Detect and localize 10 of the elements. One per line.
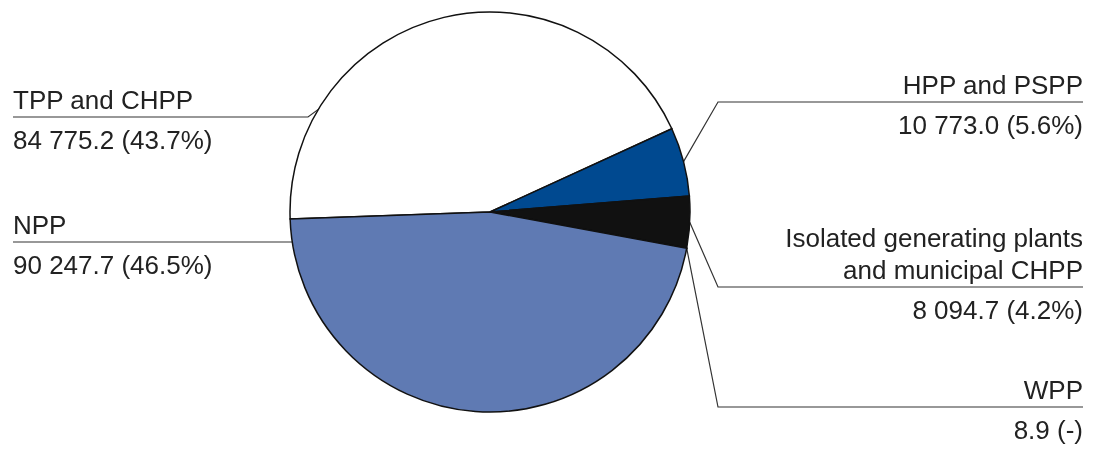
data-label: 84 775.2 (43.7%) <box>13 125 213 155</box>
slice-label: HPP and PSPP <box>902 70 1083 100</box>
data-label: 10 773.0 (5.6%) <box>897 110 1083 140</box>
data-label: 90 247.7 (46.5%) <box>13 250 213 280</box>
data-label: 8.9 (-) <box>1013 415 1083 445</box>
slice-label: TPP and CHPP <box>13 85 194 115</box>
slice-label: WPP <box>1023 375 1083 405</box>
data-label: 8 094.7 (4.2%) <box>912 295 1083 325</box>
slice-label: Isolated generating plants and municipal CHPP <box>785 223 1083 285</box>
slice-label: NPP <box>13 210 67 240</box>
